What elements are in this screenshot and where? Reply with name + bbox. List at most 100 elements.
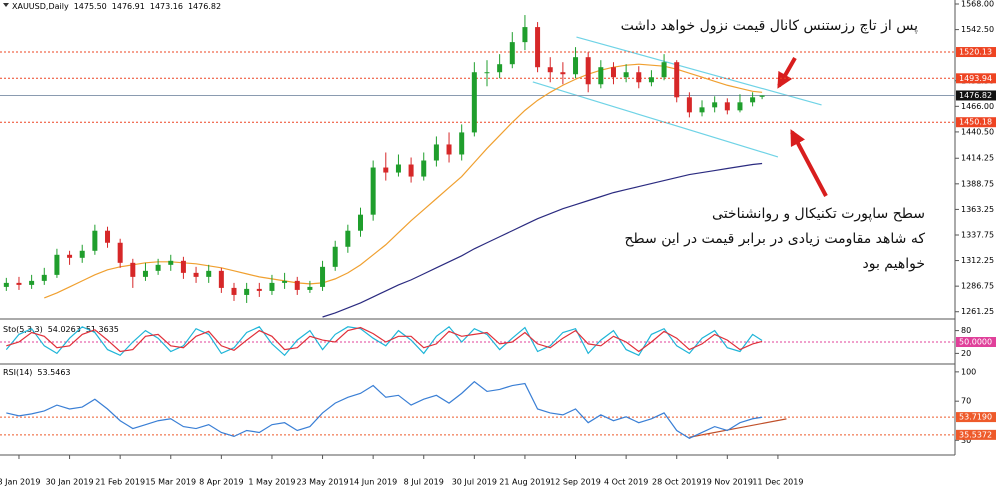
candle-body	[759, 95, 765, 97]
candle-body	[674, 62, 680, 98]
candle-body	[117, 242, 123, 263]
readout-value: 1476.91	[112, 2, 145, 11]
series-line	[322, 162, 763, 318]
y-tick-label: 80	[961, 326, 971, 335]
y-tick-label: 100	[961, 367, 976, 376]
candle-body	[408, 164, 414, 177]
x-tick-label: 1 May 2019	[248, 478, 295, 487]
candle-body	[282, 280, 288, 283]
candle-body	[459, 132, 465, 155]
last-price-box	[956, 90, 996, 101]
readout-value: 53.5463	[37, 368, 70, 377]
candle-body	[712, 102, 718, 108]
candle-body	[29, 280, 35, 285]
candle-body	[307, 286, 313, 290]
x-tick-label: 12 Sep 2019	[550, 478, 601, 487]
candle-body	[686, 97, 692, 113]
candle-body	[206, 270, 212, 277]
candle-body	[610, 67, 616, 78]
readout-value: 1473.16	[150, 2, 183, 11]
indicator-title: RSI(14)	[3, 368, 32, 377]
trendline	[576, 36, 822, 106]
candle-body	[648, 77, 654, 83]
y-tick-label: 70	[961, 397, 971, 406]
x-tick-label: 8 Jul 2019	[404, 478, 444, 487]
level-label-box	[956, 117, 996, 128]
y-tick-label: 1261.25	[961, 307, 994, 316]
y-tick-label: 1388.75	[961, 179, 994, 188]
candle-body	[750, 97, 756, 103]
indicator-header: Sto(5,3,3) 54.0263 51.3635	[3, 325, 119, 334]
x-tick-label: 4 Oct 2019	[604, 478, 648, 487]
candle-body	[699, 107, 705, 113]
arrow	[777, 57, 797, 89]
candle-body	[522, 27, 528, 43]
candle-body	[446, 144, 452, 155]
candle-body	[573, 57, 579, 75]
series-line	[6, 326, 763, 353]
last-price-label: 1476.82	[959, 91, 992, 100]
candle-body	[193, 272, 199, 277]
annotation: پس از تاچ رزستنس کانال قیمت نزول خواهد د…	[620, 18, 918, 34]
candle-body	[345, 230, 351, 247]
candle-body	[3, 282, 9, 287]
candle-body	[661, 62, 667, 78]
indicator-title: Sto(5,3,3)	[3, 325, 43, 334]
candle-body	[79, 250, 85, 258]
level-label: 1493.94	[959, 74, 992, 83]
candle-body	[471, 72, 477, 133]
candle-body	[497, 64, 503, 73]
candle-body	[560, 72, 566, 75]
x-tick-label: 28 Oct 2019	[652, 478, 701, 487]
x-tick-label: 30 Jan 2019	[46, 478, 94, 487]
candle-body	[256, 288, 262, 291]
level-label: 50.0000	[959, 338, 992, 347]
candle-body	[433, 144, 439, 161]
candle-body	[484, 72, 490, 74]
readout-value: 51.3635	[86, 325, 119, 334]
x-tick-label: 21 Aug 2019	[499, 478, 550, 487]
candle-body	[585, 57, 591, 85]
candle-body	[231, 287, 237, 295]
candle-body	[41, 274, 47, 281]
candle-body	[16, 282, 22, 285]
candle-body	[370, 167, 376, 215]
level-label: 35.5372	[959, 430, 992, 439]
y-tick-label: 1312.25	[961, 256, 994, 265]
y-tick-label: 1466.00	[961, 102, 994, 111]
level-label: 1450.18	[959, 118, 992, 127]
annotation: که شاهد مقاومت زیادی در برابر قیمت در ای…	[624, 231, 926, 247]
candle-body	[724, 102, 730, 111]
y-tick-label: 1542.50	[961, 25, 994, 34]
level-label-box	[956, 337, 996, 347]
x-tick-label: 19 Nov 2019	[702, 478, 753, 487]
annotation: خواهیم بود	[862, 256, 925, 272]
x-tick-label: 30 Jul 2019	[452, 478, 497, 487]
y-tick-label: 1363.25	[961, 205, 994, 214]
candle-body	[509, 42, 515, 65]
candle-body	[332, 246, 338, 267]
candle-body	[105, 230, 111, 243]
candle-body	[636, 72, 642, 83]
level-label-box	[956, 73, 996, 84]
candle-body	[737, 102, 743, 111]
x-tick-label: 14 Jun 2019	[349, 478, 397, 487]
trendline	[532, 81, 779, 158]
trendline	[689, 418, 787, 438]
series-line	[6, 380, 763, 440]
x-tick-label: 15 Mar 2019	[145, 478, 196, 487]
candle-body	[180, 260, 186, 273]
candle-body	[547, 67, 553, 73]
indicator-title: XAUUSD,Daily	[12, 2, 69, 11]
candle-body	[269, 282, 275, 291]
level-label-box	[956, 412, 996, 423]
x-tick-label: 8 Apr 2019	[199, 478, 243, 487]
candle-body	[623, 72, 629, 78]
candle-body	[535, 27, 541, 68]
series-line	[44, 63, 763, 299]
menu-triangle	[3, 3, 9, 7]
y-tick-label: 1337.75	[961, 230, 994, 239]
candle-body	[130, 262, 136, 277]
indicator-header: XAUUSD,Daily 1475.50 1476.91 1473.16 1476.82	[12, 2, 221, 11]
